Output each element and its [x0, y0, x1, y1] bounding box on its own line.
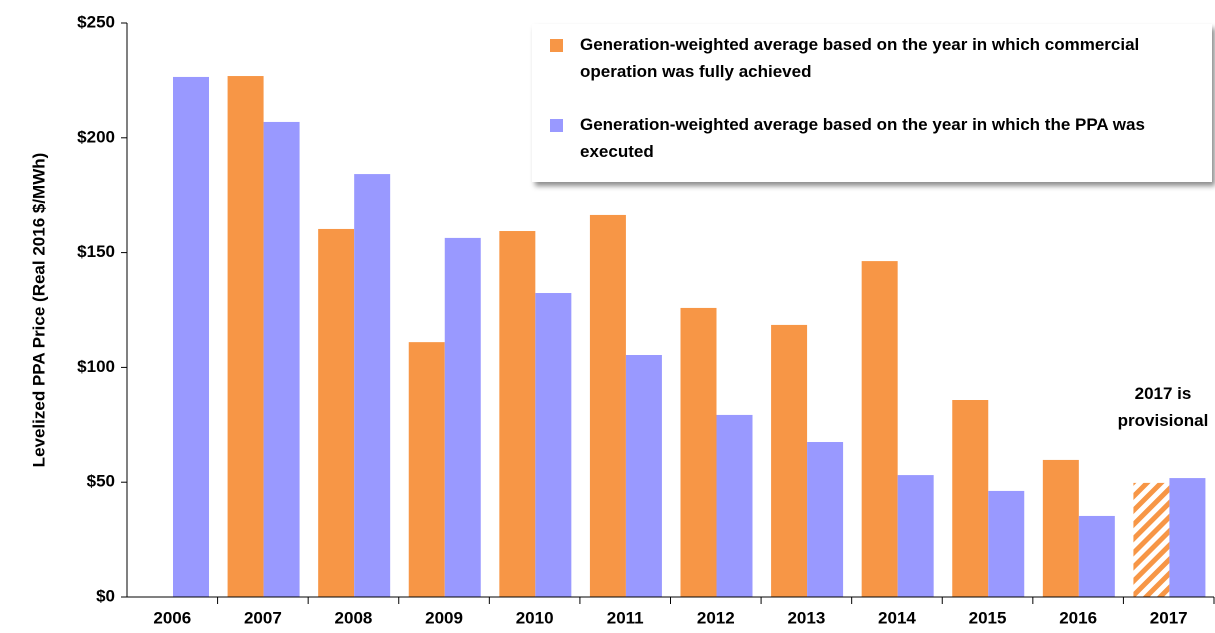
y-tick-label: $200 — [77, 127, 115, 146]
bar — [771, 324, 808, 597]
legend-label: Generation-weighted average based on the… — [580, 115, 1145, 161]
bar — [318, 228, 355, 597]
y-tick-label: $250 — [77, 12, 115, 31]
bar — [227, 76, 264, 597]
x-tick-label: 2010 — [516, 608, 554, 627]
bar — [173, 76, 209, 598]
x-tick-label: 2015 — [969, 608, 1007, 627]
x-tick-label: 2012 — [697, 608, 735, 627]
y-tick-label: $50 — [87, 472, 115, 491]
bar — [897, 475, 934, 597]
bar — [1042, 459, 1079, 597]
legend: Generation-weighted average based on the… — [532, 24, 1212, 182]
y-axis-title: Levelized PPA Price (Real 2016 $/MWh) — [29, 153, 48, 468]
x-tick-label: 2009 — [425, 608, 463, 627]
annotation: 2017 is provisional — [1117, 384, 1209, 430]
bar — [625, 355, 662, 597]
legend-swatch — [550, 39, 563, 52]
bar — [408, 342, 445, 597]
bar — [1169, 478, 1206, 597]
y-tick-label: $100 — [77, 357, 115, 376]
legend-swatch — [550, 119, 563, 132]
bar — [1133, 482, 1170, 597]
bar — [589, 214, 626, 597]
bar — [988, 490, 1025, 597]
x-tick-label: 2011 — [607, 608, 644, 627]
x-tick-label: 2017 — [1150, 608, 1188, 627]
bar — [535, 293, 572, 597]
bar — [861, 261, 898, 597]
x-tick-label: 2006 — [153, 608, 191, 627]
y-tick-label: $150 — [77, 242, 115, 261]
bar — [680, 307, 717, 597]
bar — [263, 121, 300, 597]
bar — [716, 414, 753, 597]
x-tick-label: 2013 — [787, 608, 825, 627]
x-tick-label: 2007 — [244, 608, 282, 627]
bar — [354, 174, 391, 598]
bar — [952, 400, 989, 597]
bar — [1078, 515, 1115, 597]
legend-label: Generation-weighted average based on the… — [580, 35, 1140, 81]
bar — [499, 231, 536, 598]
y-tick-label: $0 — [96, 586, 115, 605]
bar — [807, 442, 844, 597]
bar — [444, 237, 481, 598]
x-tick-label: 2014 — [878, 608, 916, 627]
x-tick-label: 2016 — [1059, 608, 1097, 627]
x-tick-label: 2008 — [335, 608, 373, 627]
